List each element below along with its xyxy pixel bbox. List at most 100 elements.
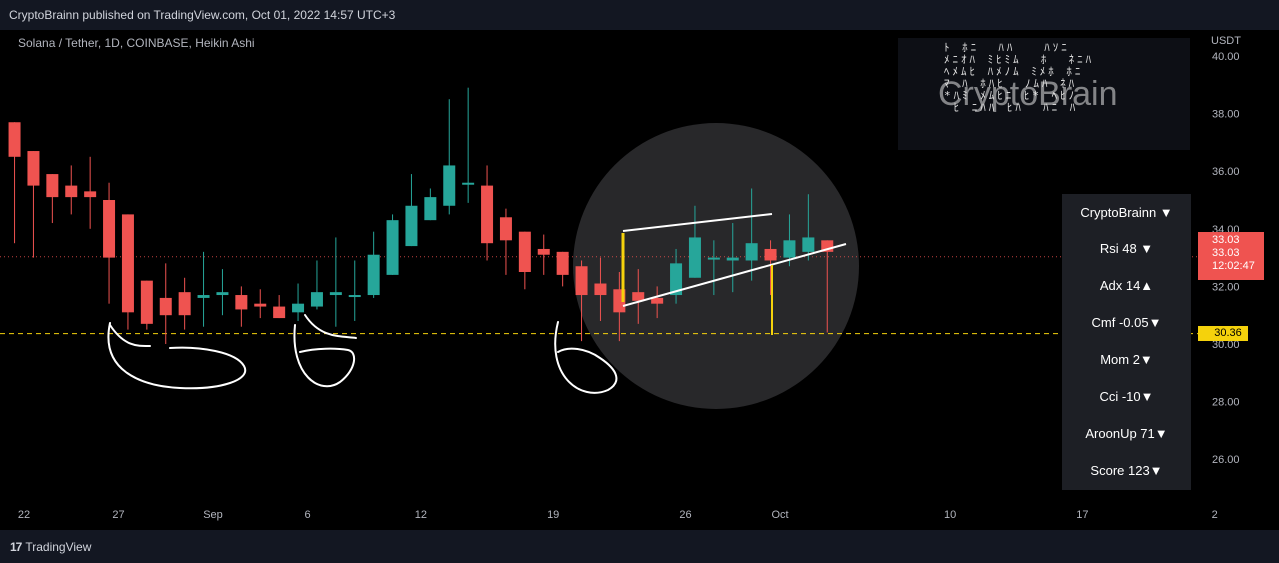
candle-body [707,257,720,260]
indicator-mom: Mom 2▼ [1100,352,1153,367]
candle [783,214,796,267]
candle [726,223,739,293]
candle [537,234,550,275]
candle [443,99,456,215]
y-tick-label: 36.00 [1212,166,1240,178]
tradingview-logo-icon: 17 [10,540,22,554]
candle-body [84,191,97,198]
candle-body [386,220,399,275]
candle [348,260,361,321]
candle [556,251,569,287]
x-tick-label: 22 [18,509,30,521]
candle-body [518,231,531,272]
candle-body [159,297,172,316]
candle-body [556,251,569,275]
candle-body [235,295,248,310]
candle [329,237,342,327]
symbol-legend[interactable]: Solana / Tether, 1D, COINBASE, Heikin As… [18,36,255,50]
x-tick-label: 27 [112,509,124,521]
candle-body [216,292,229,296]
candle-body [254,303,267,307]
candle-body [499,217,512,241]
candle-body [688,237,701,278]
candle [518,231,531,290]
candle [178,277,191,330]
candle-body [821,240,834,252]
candle-body [46,174,59,198]
candle [235,286,248,327]
indicator-rsi: Rsi 48 ▼ [1099,241,1154,256]
candle [46,174,59,224]
footer-bar [0,530,1279,563]
candle-body [443,165,456,206]
candle-body [481,185,494,244]
x-tick-label: 12 [415,509,427,521]
support-price-value: 30.36 [1214,327,1242,339]
trendline-lower [622,243,847,307]
candle-body [651,297,664,304]
bar-countdown: 12:02:47 [1212,260,1255,272]
candle-body [103,200,116,258]
indicator-aroonup: AroonUp 71▼ [1085,426,1168,441]
x-tick-label: 17 [1076,509,1088,521]
candle-body [140,280,153,324]
candle [499,208,512,275]
candle-body [273,306,286,319]
candle-body [65,185,78,198]
candle [764,240,777,296]
candle-body [310,292,323,307]
candle [651,286,664,319]
candle [367,231,380,298]
candle-body [783,240,796,258]
indicator-cmf: Cmf -0.05▼ [1091,315,1162,330]
y-tick-label: 32.00 [1212,281,1240,293]
y-tick-label: 40.00 [1212,51,1240,63]
hand-circle-1 [107,322,247,390]
candle [159,263,172,344]
currency-label: USDT [1211,35,1241,47]
indicator-panel[interactable]: CryptoBrainn ▼ Rsi 48 ▼ Adx 14▲ Cmf -0.0… [1062,194,1191,490]
candle [462,87,475,203]
candle-body [8,122,21,157]
hand-circle-2-tail [304,314,357,339]
x-tick-label: 10 [944,509,956,521]
candle [65,165,78,215]
candle [121,214,134,330]
watermark-text: CryptoBrain [938,75,1118,113]
y-tick-label: 38.00 [1212,109,1240,121]
candle-body [802,237,815,252]
candle [802,194,815,261]
watermark-glyphs: ﾄ ﾎﾆ ﾊﾊ ﾊｿﾆ ﾒﾆｵﾊ ﾐﾋﾐﾑ ﾎ ﾈﾆﾊ ﾍﾒﾑﾋ ﾊﾒﾉﾑ ﾐﾒ… [944,41,1095,114]
candle [84,156,97,229]
indicator-title[interactable]: CryptoBrainn ▼ [1080,205,1173,220]
tradingview-brand[interactable]: 17 TradingView [10,540,91,554]
candle [197,251,210,327]
candle [216,269,229,316]
hand-circle-2 [293,324,356,388]
candle-body [178,292,191,316]
candle [594,257,607,321]
candle-body [329,292,342,296]
candle [424,188,437,221]
candle-body [537,248,550,255]
current-price-tag: 33.03 33.03 12:02:47 [1198,232,1264,280]
indicator-score: Score 123▼ [1090,463,1163,478]
candle-body [348,295,361,298]
candle-body [726,257,739,261]
candle [707,240,720,296]
candle [292,283,305,321]
current-price-value-2: 33.03 [1212,247,1240,259]
indicator-cci: Cci -10▼ [1099,389,1154,404]
candle [670,248,683,304]
x-tick-label: 6 [304,509,310,521]
candle [254,289,267,319]
candle [632,269,645,324]
price-chart[interactable]: 40.0038.0036.0034.0032.0030.0028.0026.00… [0,30,1279,530]
candle-body [670,263,683,296]
candle [273,295,286,319]
candle-body [27,151,40,186]
candle-body [367,254,380,296]
publish-title: CryptoBrainn published on TradingView.co… [9,8,396,22]
indicator-adx: Adx 14▲ [1099,278,1154,293]
candle [405,174,418,247]
